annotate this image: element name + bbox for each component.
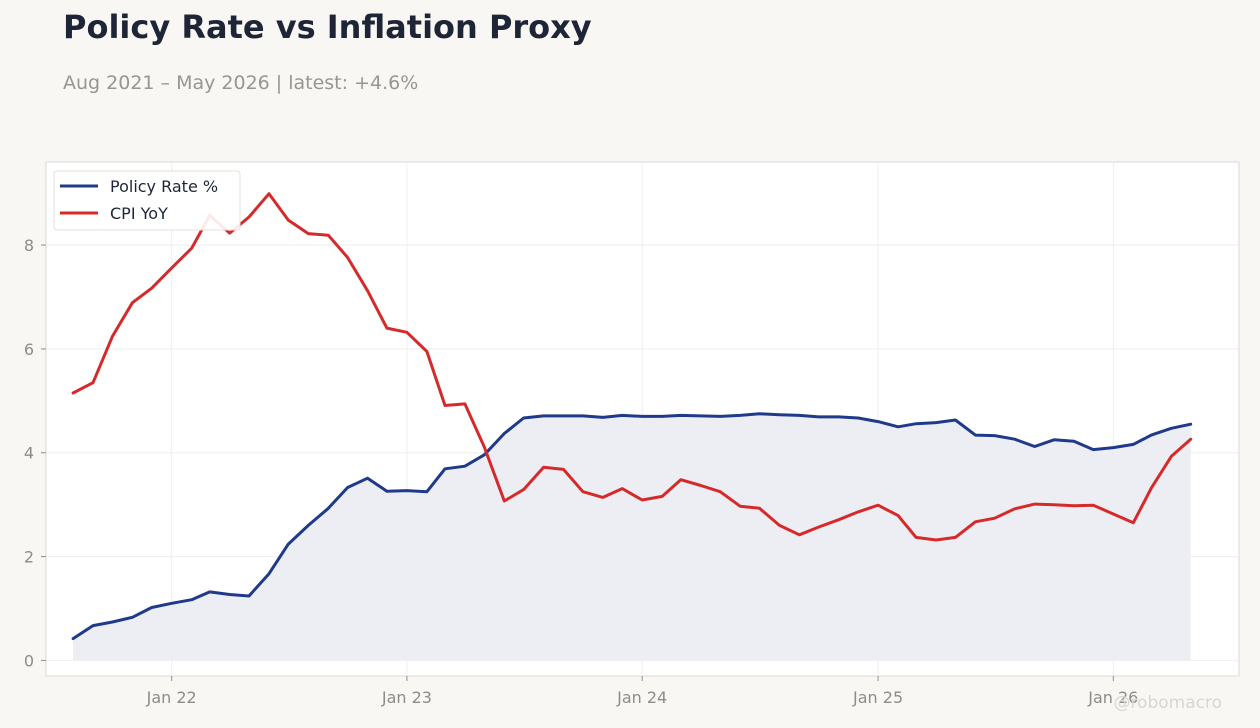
- legend: Policy Rate % CPI YoY: [53, 170, 241, 231]
- series-line-policy-rate: [71, 412, 1193, 641]
- legend-box: [53, 170, 241, 231]
- x-tick-label: Jan 24: [616, 688, 667, 707]
- y-tick-label: 2: [24, 548, 34, 567]
- y-tick-label: 6: [24, 340, 34, 359]
- chart-subtitle: Aug 2021 – May 2026 | latest: +4.6%: [63, 72, 419, 94]
- watermark: @robomacro: [1113, 693, 1222, 713]
- series-area-fill: [73, 413, 1191, 661]
- y-tick-label: 0: [24, 651, 34, 670]
- y-tick-label: 4: [24, 444, 34, 463]
- x-tick-label: Jan 23: [381, 688, 432, 707]
- x-tick-label: Jan 26: [1087, 688, 1138, 707]
- series-line-cpi-yoy: [71, 192, 1193, 542]
- chart-title: Policy Rate vs Inflation Proxy: [63, 8, 592, 46]
- y-tick-label: 8: [24, 236, 34, 255]
- x-tick-label: Jan 22: [146, 688, 197, 707]
- legend-label: CPI YoY: [110, 204, 168, 223]
- x-tick-label: Jan 25: [852, 688, 903, 707]
- legend-label: Policy Rate %: [110, 177, 218, 196]
